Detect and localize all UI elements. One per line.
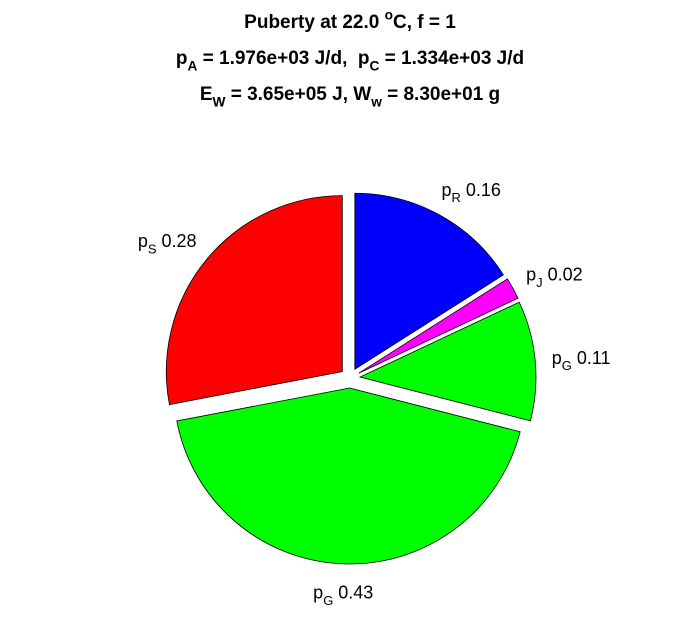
text-run: C, f = 1	[393, 12, 456, 33]
slice-value: 0.11	[577, 348, 611, 368]
pie-slice	[165, 195, 343, 406]
slice-label: pS 0.28	[138, 231, 197, 256]
text-sub: w	[370, 95, 382, 110]
chart-title: Puberty at 22.0 oC, f = 1	[244, 7, 456, 33]
text-run: = 3.65e+05 J, W	[225, 84, 371, 105]
text-run: E	[200, 84, 213, 105]
slice-label: pJ 0.02	[526, 265, 583, 290]
slice-label: pG 0.43	[313, 583, 373, 608]
text-run: p	[138, 231, 148, 251]
chart-title: EW = 3.65e+05 J, Ww = 8.30e+01 g	[200, 84, 500, 110]
text-sub: A	[187, 59, 197, 74]
text-run: = 8.30e+01 g	[382, 84, 500, 105]
text-sub: W	[213, 95, 226, 110]
pie-slice	[358, 301, 537, 422]
text-sup: o	[385, 7, 393, 22]
slice-value: 0.43	[338, 583, 373, 603]
text-sub: S	[148, 241, 157, 256]
text-run: = 1.976e+03 J/d, p	[197, 48, 369, 69]
slice-value: 0.28	[162, 231, 197, 251]
pie-slice	[176, 387, 521, 565]
text-sub: C	[370, 59, 380, 74]
slice-value: 0.02	[548, 265, 583, 285]
text-run: = 1.334e+03 J/d	[379, 48, 524, 69]
text-run: p	[441, 180, 451, 200]
text-run: Puberty at 22.0	[244, 12, 384, 33]
pie-slice	[358, 278, 519, 374]
text-run: p	[176, 48, 188, 69]
text-run: p	[313, 583, 323, 603]
chart-title: pA = 1.976e+03 J/d, pC = 1.334e+03 J/d	[176, 48, 524, 74]
pie-slice	[354, 192, 504, 370]
text-sub: J	[536, 275, 542, 290]
text-run: p	[526, 265, 536, 285]
slice-label: pG 0.11	[552, 348, 611, 373]
text-sub: G	[562, 358, 572, 373]
text-sub: G	[323, 593, 333, 608]
text-run: p	[552, 348, 562, 368]
text-sub: R	[451, 190, 460, 205]
slice-label: pR 0.16	[441, 180, 500, 205]
slice-value: 0.16	[466, 180, 501, 200]
